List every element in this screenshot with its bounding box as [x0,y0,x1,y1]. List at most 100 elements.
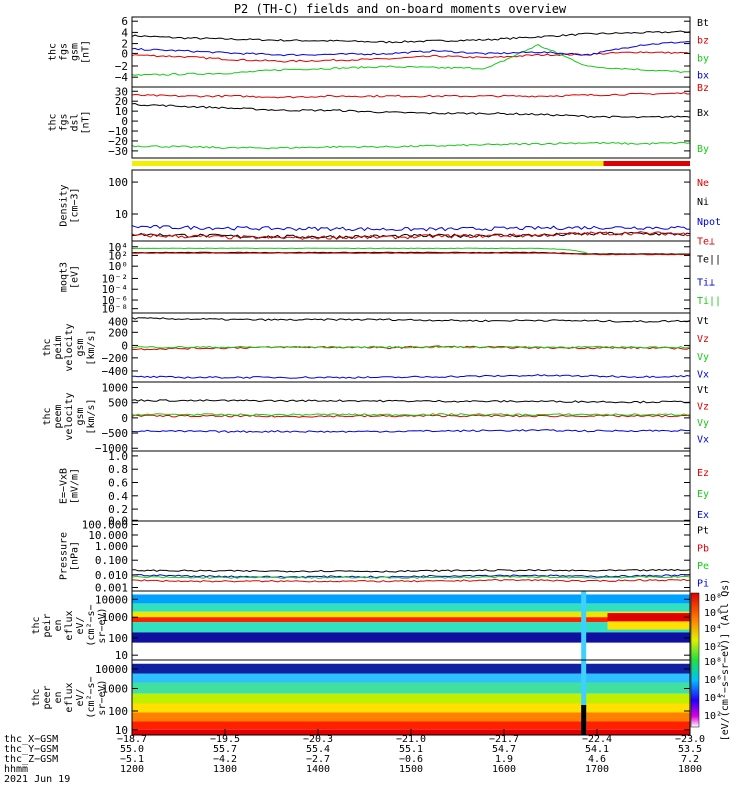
y-tick-label: 0.8 [108,463,128,476]
y-tick-label: −4 [115,71,129,84]
y-tick-label: 1.0 [108,450,128,463]
x-tick-label: 1500 [399,764,423,775]
y-tick-label: 1000 [102,382,129,395]
spectrogram-band [132,611,690,618]
y-label: peem [53,404,64,428]
y-tick-label: −30 [108,145,128,158]
legend-Vt: Vt [697,385,709,396]
series-pressure-Pi [131,573,691,579]
legend-Ey: Ey [697,489,709,500]
y-label: [nT] [81,110,92,134]
legend-Bx: Bx [697,108,709,119]
spectrogram-band [132,721,690,730]
y-tick-label: 1000 [102,611,129,624]
series-peem-vel-Vx [131,429,691,434]
series-fgs-dsl-Bz [131,92,691,99]
legend-Bz: Bz [697,83,709,94]
spectrogram-band [132,642,690,660]
x-axis-layer: thc_X−GSM −18.7 −19.5 −20.3 −21.0 −21.7 −22.4 −… [4,729,705,785]
x-tick-label: 54.1 [585,744,609,755]
series-fgs-dsl-By [131,141,691,150]
y-tick-label: 10⁻⁸ [102,303,129,316]
y-tick-label: 10⁴ [108,241,128,254]
y-tick-label: 2 [121,38,128,51]
colorbar-tick-label: 10² [704,711,722,722]
legend-bx: bx [697,70,709,81]
legend-Bt: Bt [697,18,709,29]
y-tick-label: 400 [108,315,128,328]
spectrogram-band [607,621,690,630]
y-label: (cm²−s− [86,604,97,646]
y-tick-label: 1000 [102,683,129,696]
legend-bz: bz [697,35,709,46]
y-label: peer [42,685,53,709]
legend-Ex: Ex [697,510,709,521]
panel-efield: 1.00.80.60.40.20.0 E=−VxB [mV/m] Ez Ey Ex [59,450,710,527]
x-tick-label: 1400 [306,764,330,775]
legend-Pe: Pe [697,561,709,572]
x-tick-label: 55.7 [213,744,237,755]
spectrogram-band [132,591,690,595]
colorbar-tick-label: 10⁶ [704,675,722,686]
series-fgs-dsl-Bx [131,102,691,119]
y-tick-label: 0.010 [95,569,128,582]
y-tick-label: −20 [108,135,128,148]
y-tick-label: 0.100 [95,554,128,567]
series-temp-Te⊥ [131,252,691,256]
legend-Te⊥: Te⊥ [697,236,715,247]
spectrogram-gap [581,705,587,735]
series-density-Ne [131,231,691,240]
y-label: [nPa] [70,541,81,571]
y-tick-label: −500 [102,427,129,440]
y-tick-label: −1000 [95,442,128,455]
legend-Pb: Pb [697,544,709,555]
legend-Ez: Ez [697,468,709,479]
series-pressure-Pe [131,575,691,579]
series-peim-vel-Vz [131,345,691,351]
y-label: thc [31,616,42,634]
x-tick-label: 7.2 [681,754,699,765]
y-label: peir [42,613,53,637]
y-tick-label: 100 [108,176,128,189]
y-tick-label: 10 [115,105,128,118]
y-tick-label: 0 [121,339,128,352]
y-tick-label: −400 [102,365,129,378]
y-tick-label: 10 [115,724,128,737]
y-tick-label: 0.6 [108,477,128,490]
x-tick-label: −20.3 [303,734,333,745]
x-tick-label: 1700 [585,764,609,775]
spectrogram-band [132,622,690,633]
y-tick-label: 0 [121,115,128,128]
y-label: eV/ [75,688,86,706]
legend-Ti||: Ti|| [697,296,721,307]
series-peim-vel-Vt [131,317,691,323]
y-tick-label: 10⁻⁴ [102,283,129,296]
y-label: thc [42,407,53,425]
y-tick-label: 0.0 [108,514,128,527]
y-label: sr−eV) [97,679,108,715]
y-tick-label: 10⁻⁶ [102,294,129,307]
y-tick-label: 10 [115,208,128,221]
y-label: gsm [75,338,86,356]
spectrogram-band [132,663,690,674]
series-fgs-gsm-bz [131,51,691,63]
spectrogram-band [132,673,690,683]
y-label: velocity [64,392,75,440]
y-label: [eV] [70,265,81,289]
colorbar-tick-label: 10⁶ [704,608,722,619]
legend-Npot: Npot [697,217,721,228]
spectrogram-band [607,613,690,622]
y-label: [cm−3] [70,187,81,223]
legend-Ti⊥: Ti⊥ [697,277,715,288]
x-tick-label: −19.5 [210,734,240,745]
x-tick-label: 1600 [492,764,516,775]
y-tick-label: 100 [108,705,128,718]
y-tick-label: 10 [115,649,128,662]
y-label: thc [31,688,42,706]
panel-density: 100 10 Density [cm−3] Ne Ni Npot Te⊥ [59,169,721,247]
y-tick-label: 10⁻² [102,272,129,285]
